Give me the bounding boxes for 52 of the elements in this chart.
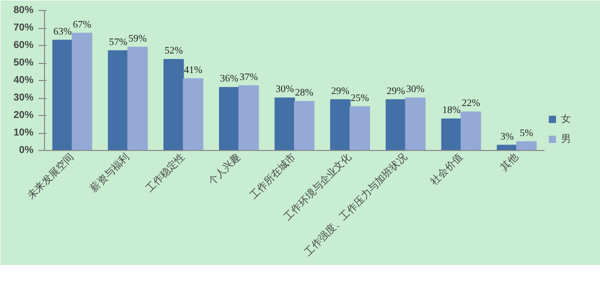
y-tick-label: 0%: [19, 145, 34, 156]
y-tick-label: 30%: [13, 92, 34, 104]
bar: [516, 141, 537, 150]
bar: [219, 87, 240, 150]
data-label: 41%: [184, 64, 202, 76]
bar: [330, 99, 351, 150]
bar: [163, 59, 184, 150]
data-label: 52%: [164, 46, 183, 56]
bar: [405, 98, 426, 150]
data-label: 30%: [276, 84, 294, 95]
x-tick-label: 社会价值: [428, 150, 466, 188]
bar: [460, 112, 482, 150]
bar: [386, 99, 406, 150]
data-label: 28%: [295, 88, 314, 98]
legend-label: 男: [561, 133, 572, 146]
x-tick-label: 其他: [498, 150, 521, 174]
data-label: 36%: [220, 74, 238, 84]
y-tick-label: 80%: [13, 5, 34, 16]
data-label: 22%: [462, 98, 480, 109]
data-label: 59%: [128, 33, 147, 44]
bar: [108, 50, 128, 150]
x-tick-label: 个人兴趣: [206, 150, 243, 188]
bar: [441, 118, 462, 150]
bar: [274, 98, 295, 150]
x-tick-label: 工作所在城市: [247, 150, 298, 202]
x-tick-label: 薪资与福利: [88, 150, 132, 195]
data-label: 18%: [442, 105, 461, 116]
data-label: 29%: [331, 86, 350, 97]
y-tick-label: 10%: [13, 128, 34, 138]
data-label: 37%: [240, 72, 258, 83]
data-label: 67%: [72, 19, 92, 30]
bar: [127, 46, 148, 150]
bar: [52, 40, 73, 150]
bar: [182, 78, 204, 150]
y-tick-label: 70%: [13, 22, 34, 34]
data-label: 63%: [53, 26, 72, 38]
bar: [238, 85, 259, 150]
y-tick-label: 20%: [13, 110, 34, 121]
data-label: 25%: [350, 92, 369, 104]
data-label: 57%: [108, 36, 128, 48]
legend-label: 女: [561, 113, 572, 126]
data-label: 29%: [386, 86, 406, 97]
x-tick-label: 工作稳定性: [143, 150, 188, 195]
bar: [350, 106, 370, 150]
data-label: 5%: [520, 128, 534, 139]
y-tick-label: 60%: [13, 40, 34, 51]
y-tick-label: 50%: [13, 58, 34, 68]
data-label: 3%: [500, 131, 514, 142]
y-tick-label: 40%: [13, 75, 34, 86]
data-label: 30%: [406, 84, 425, 95]
bar: [294, 101, 314, 150]
bar: [72, 32, 92, 150]
